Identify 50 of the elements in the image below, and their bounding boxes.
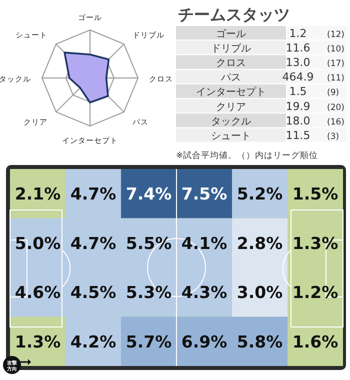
data-label: (16) bbox=[327, 117, 344, 128]
data-label: 5.3% bbox=[126, 283, 172, 302]
data-label: 1.5 bbox=[289, 85, 307, 98]
data-label: 1.3% bbox=[292, 234, 339, 253]
data-label: 5.8% bbox=[236, 332, 284, 352]
data-label: 4.7% bbox=[70, 234, 117, 253]
data-label: 6.9% bbox=[181, 332, 228, 352]
category-label: クリア bbox=[216, 102, 246, 113]
category-label: クロス bbox=[216, 58, 246, 69]
data-label: (3) bbox=[327, 132, 340, 142]
category-label: インターセプト bbox=[196, 86, 266, 98]
data-label: 5.0% bbox=[14, 234, 62, 253]
data-label: 4.2% bbox=[70, 332, 117, 352]
data-label: 7.5% bbox=[181, 184, 228, 204]
data-label: 1.5% bbox=[292, 184, 339, 204]
data-label: 5.7% bbox=[126, 332, 172, 352]
data-label: 19.9 bbox=[286, 100, 310, 113]
data-label: (10) bbox=[327, 44, 344, 54]
data-label: 2.1% bbox=[14, 184, 62, 204]
data-label: 464.9 bbox=[282, 70, 314, 84]
data-label: (20) bbox=[327, 102, 344, 113]
data-label: 1.3% bbox=[14, 332, 62, 352]
category-label: ゴール bbox=[216, 28, 246, 40]
data-label: (12) bbox=[327, 30, 344, 40]
data-label: 1.2% bbox=[292, 283, 339, 302]
data-label: (11) bbox=[327, 74, 344, 84]
category-label: シュート bbox=[211, 131, 251, 142]
category-label: ドリブル bbox=[211, 42, 251, 54]
data-label: 1.6% bbox=[292, 332, 339, 352]
data-label: 4.6% bbox=[14, 283, 62, 302]
data-label: 18.0 bbox=[286, 114, 310, 128]
data-label: (9) bbox=[327, 88, 340, 98]
data-label: 5.5% bbox=[126, 234, 172, 253]
data-label: 4.5% bbox=[70, 283, 117, 302]
data-label: 4.3% bbox=[181, 283, 228, 302]
category-label: パス bbox=[220, 72, 241, 84]
data-label: 1.2 bbox=[289, 26, 307, 40]
data-label: 2.8% bbox=[236, 234, 284, 253]
data-label: 4.7% bbox=[70, 184, 117, 204]
text: チームスタッツ bbox=[178, 5, 290, 24]
data-label: 3.0% bbox=[236, 283, 284, 302]
data-label: 13.0 bbox=[286, 56, 310, 69]
data-label: 5.2% bbox=[236, 184, 284, 204]
data-label: 7.4% bbox=[126, 184, 172, 204]
data-label: 11.5 bbox=[286, 129, 310, 142]
data-label: 4.1% bbox=[181, 234, 228, 253]
data-label: (17) bbox=[327, 59, 344, 69]
text: ※試合平均値。（）内はリーグ順位 bbox=[176, 150, 318, 161]
category-label: タックル bbox=[211, 116, 251, 128]
data-label: 11.6 bbox=[286, 41, 310, 54]
